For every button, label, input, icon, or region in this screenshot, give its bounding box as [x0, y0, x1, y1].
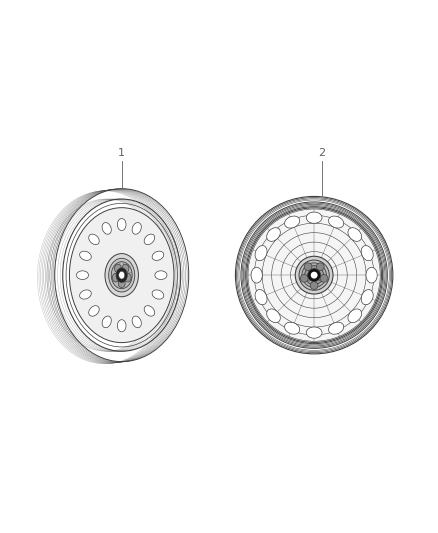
Circle shape: [305, 266, 324, 285]
Text: 1: 1: [118, 148, 125, 158]
Circle shape: [304, 263, 312, 271]
Circle shape: [310, 281, 318, 289]
Text: 2: 2: [318, 148, 325, 158]
Ellipse shape: [328, 216, 344, 228]
Ellipse shape: [328, 322, 344, 334]
Ellipse shape: [116, 268, 127, 282]
Ellipse shape: [117, 219, 126, 231]
Ellipse shape: [285, 216, 300, 228]
Ellipse shape: [102, 223, 111, 234]
Ellipse shape: [144, 305, 155, 316]
Ellipse shape: [251, 267, 262, 283]
Ellipse shape: [361, 289, 373, 305]
Ellipse shape: [306, 212, 322, 223]
Ellipse shape: [124, 273, 131, 282]
Ellipse shape: [80, 290, 91, 299]
Ellipse shape: [132, 223, 141, 234]
Ellipse shape: [89, 305, 99, 316]
Ellipse shape: [348, 228, 362, 241]
Ellipse shape: [255, 289, 267, 305]
Ellipse shape: [112, 273, 119, 282]
Circle shape: [316, 263, 324, 271]
Ellipse shape: [267, 228, 280, 241]
Ellipse shape: [111, 262, 132, 289]
Circle shape: [302, 263, 326, 287]
Circle shape: [247, 208, 381, 342]
Circle shape: [299, 260, 329, 290]
Ellipse shape: [69, 208, 174, 343]
Ellipse shape: [152, 251, 164, 261]
Circle shape: [295, 256, 333, 294]
Ellipse shape: [348, 309, 362, 322]
Ellipse shape: [285, 322, 300, 334]
Ellipse shape: [119, 271, 125, 279]
Circle shape: [320, 274, 328, 282]
Ellipse shape: [117, 320, 126, 332]
Ellipse shape: [361, 246, 373, 261]
Ellipse shape: [89, 234, 99, 245]
Ellipse shape: [118, 279, 125, 288]
Circle shape: [307, 269, 321, 281]
Ellipse shape: [109, 259, 135, 292]
Ellipse shape: [155, 271, 167, 279]
Ellipse shape: [122, 264, 129, 273]
Ellipse shape: [115, 264, 121, 273]
Circle shape: [311, 272, 318, 279]
Circle shape: [300, 274, 308, 282]
Ellipse shape: [80, 251, 91, 261]
Ellipse shape: [306, 327, 322, 338]
Ellipse shape: [152, 290, 164, 299]
Ellipse shape: [366, 267, 377, 283]
Ellipse shape: [132, 316, 141, 328]
Ellipse shape: [144, 234, 155, 245]
Ellipse shape: [255, 246, 267, 261]
Ellipse shape: [105, 254, 138, 297]
Ellipse shape: [267, 309, 280, 322]
Ellipse shape: [102, 316, 111, 328]
Ellipse shape: [77, 271, 88, 279]
